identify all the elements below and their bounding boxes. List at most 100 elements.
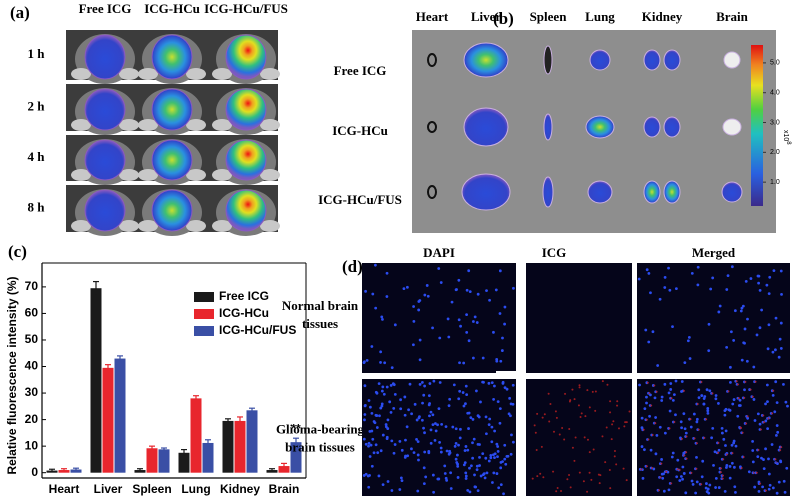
icg-signal bbox=[759, 482, 762, 485]
icg-signal bbox=[616, 404, 619, 407]
row-label: brain tissues bbox=[285, 439, 355, 454]
nucleus bbox=[500, 349, 504, 352]
nucleus bbox=[700, 394, 704, 397]
icg-signal bbox=[645, 465, 648, 468]
nucleus bbox=[434, 429, 438, 433]
icg-signal bbox=[628, 410, 631, 413]
nucleus bbox=[654, 452, 658, 456]
nucleus bbox=[379, 361, 382, 364]
nucleus bbox=[661, 476, 665, 480]
icg-signal bbox=[569, 486, 572, 489]
bar bbox=[178, 452, 190, 473]
nucleus bbox=[440, 422, 444, 426]
nucleus bbox=[487, 381, 491, 385]
nucleus bbox=[782, 382, 785, 386]
nucleus bbox=[380, 402, 384, 406]
icg-signal bbox=[682, 389, 685, 392]
icg-signal bbox=[653, 384, 656, 387]
row-label: ICG-HCu/FUS bbox=[318, 192, 402, 207]
nucleus bbox=[412, 319, 416, 323]
nucleus bbox=[751, 439, 754, 443]
mouse-shoulder bbox=[138, 68, 158, 80]
bar bbox=[114, 358, 126, 473]
nucleus bbox=[407, 408, 411, 412]
nucleus bbox=[743, 327, 747, 331]
bar bbox=[234, 420, 246, 473]
nucleus bbox=[431, 326, 434, 330]
nucleus bbox=[734, 444, 738, 448]
nucleus bbox=[774, 380, 778, 384]
nucleus bbox=[420, 418, 424, 422]
nucleus bbox=[756, 412, 760, 416]
nucleus bbox=[417, 458, 420, 462]
nucleus bbox=[428, 382, 432, 385]
micrograph bbox=[526, 263, 632, 373]
nucleus bbox=[375, 426, 379, 429]
organ bbox=[542, 176, 554, 208]
mouse-shoulder bbox=[186, 119, 206, 131]
column-header: ICG-HCu/FUS bbox=[204, 1, 288, 16]
nucleus bbox=[503, 443, 507, 447]
nucleus bbox=[745, 359, 749, 363]
nucleus bbox=[457, 443, 460, 447]
nucleus bbox=[711, 426, 715, 430]
nucleus bbox=[711, 276, 715, 280]
nucleus bbox=[739, 309, 743, 313]
nucleus bbox=[700, 475, 704, 479]
organ bbox=[543, 45, 553, 75]
nucleus bbox=[651, 330, 655, 334]
mouse-shoulder bbox=[212, 220, 232, 232]
nucleus bbox=[503, 386, 507, 390]
nucleus bbox=[381, 385, 385, 389]
nucleus bbox=[705, 482, 708, 485]
icg-signal bbox=[566, 478, 569, 481]
nucleus bbox=[432, 379, 436, 383]
nucleus bbox=[511, 383, 515, 387]
nucleus bbox=[374, 413, 378, 417]
nucleus bbox=[436, 423, 439, 427]
nucleus bbox=[751, 460, 755, 464]
nucleus bbox=[438, 441, 442, 444]
y-tick-label: 0 bbox=[31, 465, 38, 479]
nucleus bbox=[773, 410, 777, 414]
nucleus bbox=[490, 425, 494, 429]
nucleus bbox=[457, 318, 461, 322]
nucleus bbox=[370, 464, 374, 468]
nucleus bbox=[512, 286, 515, 290]
nucleus bbox=[667, 391, 671, 395]
nucleus bbox=[510, 433, 513, 437]
nucleus bbox=[768, 483, 772, 487]
nucleus bbox=[416, 440, 420, 444]
nucleus bbox=[389, 410, 393, 414]
nucleus bbox=[425, 284, 429, 287]
nucleus bbox=[732, 441, 736, 445]
nucleus bbox=[755, 333, 759, 337]
nucleus bbox=[416, 489, 420, 493]
nucleus bbox=[681, 477, 684, 481]
nucleus bbox=[382, 392, 386, 396]
organ bbox=[427, 121, 437, 133]
nucleus bbox=[649, 393, 652, 397]
nucleus bbox=[367, 399, 371, 402]
nucleus bbox=[392, 383, 396, 387]
nucleus bbox=[472, 320, 475, 323]
mouse-shoulder bbox=[186, 169, 206, 181]
nucleus bbox=[678, 479, 682, 482]
nucleus bbox=[393, 443, 397, 446]
y-axis-label: Relative fluorescence intensity (%) bbox=[5, 276, 19, 474]
nucleus bbox=[464, 384, 468, 388]
nucleus bbox=[422, 426, 425, 430]
icg-signal bbox=[601, 435, 604, 438]
nucleus bbox=[680, 380, 684, 383]
organ-header: Kidney bbox=[642, 9, 683, 24]
icg-signal bbox=[717, 441, 720, 444]
nucleus bbox=[481, 380, 485, 384]
nucleus bbox=[728, 365, 732, 369]
nucleus bbox=[682, 472, 686, 475]
panel-b: (b) Heart Liver Spleen Lung Kidney Brain Free … bbox=[318, 9, 791, 233]
nucleus bbox=[458, 436, 462, 440]
icg-signal bbox=[609, 411, 612, 414]
icg-signal bbox=[586, 438, 589, 441]
nucleus bbox=[785, 466, 789, 470]
nucleus bbox=[728, 408, 732, 412]
